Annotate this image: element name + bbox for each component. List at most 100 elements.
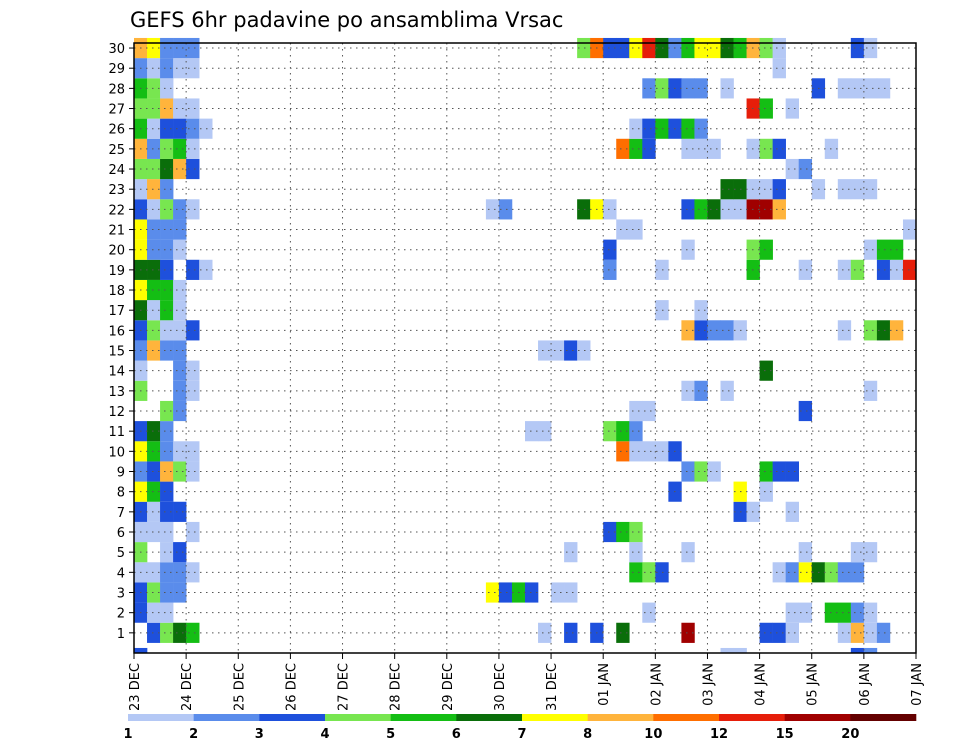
heatmap-cell — [147, 421, 161, 442]
heatmap-cell — [759, 622, 773, 643]
heatmap-cell — [850, 37, 865, 59]
heatmap-cell — [876, 78, 891, 99]
colorbar-label: 4 — [320, 727, 329, 742]
heatmap-cell — [173, 340, 187, 361]
heatmap-cell — [160, 562, 174, 583]
heatmap-cell — [173, 138, 187, 159]
heatmap-cell — [759, 98, 773, 119]
colorbar-label: 3 — [255, 727, 264, 742]
heatmap-cell — [147, 138, 161, 159]
heatmap-cell — [694, 199, 708, 220]
heatmap-cell — [629, 542, 643, 563]
heatmap-cell — [134, 647, 148, 653]
heatmap-cell — [147, 219, 161, 240]
heatmap-cell — [616, 138, 630, 159]
y-tick-label: 14 — [108, 365, 125, 380]
colorbar-label: 12 — [710, 727, 728, 742]
heatmap-cell — [147, 441, 161, 462]
heatmap-cell — [850, 259, 865, 280]
colorbar-swatch — [784, 714, 851, 721]
heatmap-cell — [173, 380, 187, 401]
heatmap-cell — [551, 340, 565, 361]
heatmap-cell — [798, 158, 813, 180]
y-tick-label: 10 — [108, 445, 125, 460]
heatmap-cell — [772, 58, 786, 79]
heatmap-cell — [186, 441, 200, 462]
heatmap-cell — [694, 37, 708, 59]
heatmap-cell — [160, 582, 174, 603]
heatmap-cell — [863, 622, 878, 643]
heatmap-cell — [498, 199, 513, 220]
heatmap-cell — [642, 78, 656, 99]
x-tick-label: 01 JAN — [597, 663, 612, 706]
x-tick-label: 30 DEC — [493, 663, 508, 711]
heatmap-cell — [837, 320, 852, 341]
heatmap-cell — [147, 118, 161, 139]
heatmap-cell — [720, 380, 734, 401]
x-tick-label: 27 DEC — [337, 663, 352, 711]
heatmap-cell — [850, 622, 865, 643]
y-tick-label: 4 — [117, 566, 125, 581]
heatmap-cell — [785, 602, 799, 623]
heatmap-cell — [173, 58, 187, 79]
heatmap-cell — [694, 380, 708, 401]
heatmap-cell — [485, 199, 500, 220]
heatmap-cell — [186, 58, 200, 79]
x-tick-label: 25 DEC — [232, 663, 247, 711]
heatmap-cell — [629, 118, 643, 139]
y-tick-label: 25 — [108, 143, 125, 158]
y-tick-label: 17 — [108, 304, 125, 319]
y-tick-label: 5 — [117, 546, 125, 561]
heatmap-cell — [160, 461, 174, 482]
heatmap-cell — [642, 562, 656, 583]
heatmap-cell — [785, 461, 799, 482]
y-tick-label: 23 — [108, 183, 125, 198]
heatmap-cell — [837, 602, 852, 623]
heatmap-cell — [147, 259, 161, 280]
heatmap-cell — [863, 647, 878, 653]
heatmap-cell — [551, 582, 565, 603]
heatmap-cell — [603, 521, 617, 543]
heatmap-cell — [577, 199, 591, 220]
heatmap-cell — [837, 78, 852, 99]
heatmap-cells — [134, 37, 917, 653]
heatmap-cell — [564, 340, 578, 361]
colorbar-swatch — [259, 714, 326, 721]
heatmap-cell — [147, 279, 161, 301]
heatmap-cell — [850, 179, 865, 200]
heatmap-cell — [147, 340, 161, 361]
heatmap-cell — [147, 179, 161, 200]
heatmap-cell — [173, 582, 187, 603]
heatmap-cell — [642, 118, 656, 139]
heatmap-cell — [876, 259, 891, 280]
heatmap-cell — [538, 340, 552, 361]
heatmap-cell — [759, 199, 773, 220]
x-tick-label: 02 JAN — [649, 663, 664, 706]
heatmap-cell — [616, 622, 630, 643]
heatmap-cell — [160, 158, 174, 180]
heatmap-cell — [785, 98, 799, 119]
heatmap-cell — [681, 239, 695, 260]
heatmap-cell — [160, 199, 174, 220]
heatmap-cell — [160, 138, 174, 159]
heatmap-cell — [147, 501, 161, 522]
heatmap-cell — [186, 199, 200, 220]
heatmap-cell — [173, 118, 187, 139]
x-tick-label: 03 JAN — [701, 663, 716, 706]
y-tick-label: 27 — [108, 103, 125, 118]
heatmap-cell — [720, 199, 734, 220]
colorbar-label: 5 — [386, 727, 395, 742]
heatmap-cell — [186, 461, 200, 482]
heatmap-cell — [798, 562, 813, 583]
grid-lines — [134, 43, 916, 653]
heatmap-cell — [577, 340, 591, 361]
heatmap-cell — [681, 78, 695, 99]
colorbar-swatch — [719, 714, 785, 721]
heatmap-cell — [173, 441, 187, 462]
heatmap-cell — [147, 199, 161, 220]
heatmap-cell — [720, 320, 734, 341]
heatmap-cell — [147, 562, 161, 583]
heatmap-cell — [629, 37, 643, 59]
heatmap-cell — [173, 461, 187, 482]
